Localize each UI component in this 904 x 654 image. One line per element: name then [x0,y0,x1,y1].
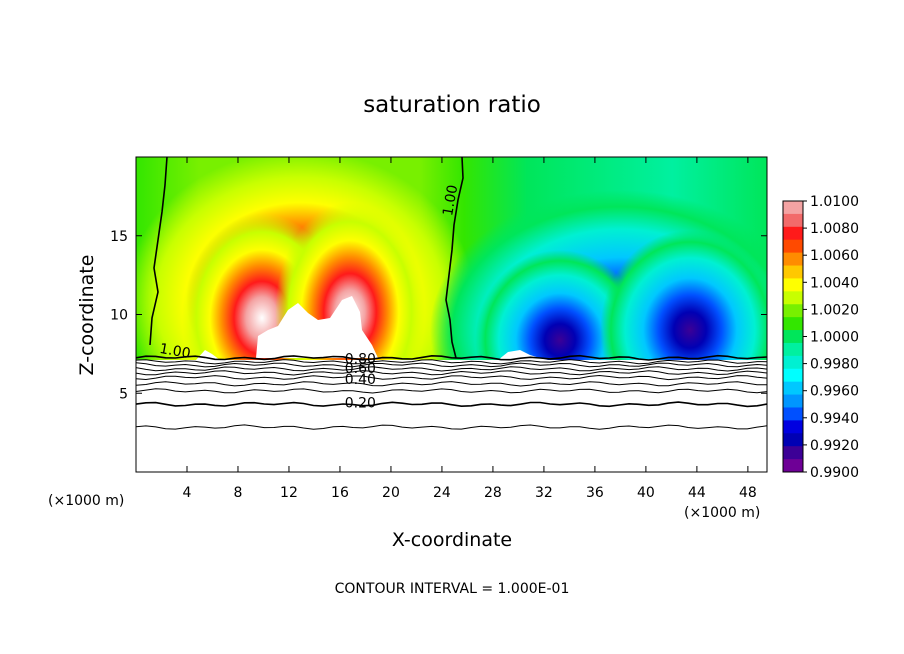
colorbar-swatch [783,304,803,318]
colorbar-swatch [783,433,803,447]
x-tick-label: 48 [739,485,757,501]
colorbar-label: 0.9900 [810,465,859,481]
colorbar-swatch [783,342,803,357]
colorbar-label: 1.0020 [810,302,859,318]
contour-label: 0.60 [345,361,376,377]
colorbar-swatch [783,394,803,408]
colorbar-label: 0.9940 [810,411,859,427]
colorbar-swatch [783,355,803,370]
x-axis-label: X-coordinate [392,529,512,551]
colorbar-label: 0.9920 [810,438,859,454]
x-tick-label: 20 [382,485,400,501]
colorbar-swatch [783,291,803,305]
x-tick-label: 44 [688,485,706,501]
plot-area [136,157,767,472]
y-axis-label: Z-coordinate [76,255,98,376]
chart-title: saturation ratio [363,92,541,118]
x-tick-label: 36 [586,485,604,501]
contour-line [136,424,767,430]
colorbar-swatch [783,446,803,460]
y-tick-label: 5 [119,386,128,402]
cool-blob [600,230,767,360]
colorbar-swatch [783,317,803,331]
x-tick-label: 32 [535,485,553,501]
colorbar-swatch [783,420,803,434]
colorbar-label: 1.0080 [810,221,859,237]
x-unit-right: (×1000 m) [684,505,760,521]
x-tick-label: 4 [183,485,192,501]
contour-label: 0.40 [345,372,376,388]
x-tick-label: 24 [433,485,451,501]
contour-interval-note: CONTOUR INTERVAL = 1.000E-01 [335,581,570,597]
contour-line [136,354,767,361]
colorbar-swatch [783,252,803,267]
colorbar-swatch [783,368,803,383]
contour-line [136,362,767,368]
colorbar-swatch [783,381,803,396]
contour-label: 1.00 [158,341,191,362]
white-cloud-gap [256,296,378,358]
contour-label: 0.20 [345,395,376,411]
colorbar-label: 1.0060 [810,248,859,264]
contour-labels: 1.00 1.00 0.800.600.40 0.20 [158,184,461,412]
x-tick-label: 16 [331,485,349,501]
contour-line [149,157,168,346]
colorbar-swatch [783,226,803,241]
colorbar-swatch [783,265,803,279]
colorbar-swatch [783,407,803,421]
x-unit-left: (×1000 m) [48,493,124,509]
contour-label: 1.00 [440,184,461,217]
colorbar-label: 0.9960 [810,384,859,400]
contour-line [136,401,767,408]
contour-line [445,157,464,359]
contour-label: 0.80 [345,351,376,367]
colorbar-label: 1.0000 [810,330,859,346]
colorbar-swatch [783,278,803,292]
y-tick-label: 15 [110,229,128,245]
field-upper [136,157,767,360]
colorbar-swatch [783,213,803,228]
y-tick-label: 10 [110,308,128,324]
colorbar-label: 1.0100 [810,194,859,210]
colorbar-swatch [783,330,803,344]
colorbar-label: 0.9980 [810,357,859,373]
contour-line [136,366,767,372]
colorbar-swatch [783,459,803,473]
x-tick-label: 12 [280,485,298,501]
contour-line [136,359,767,365]
contour-line [136,381,767,387]
x-tick-label: 40 [637,485,655,501]
contour-line [136,388,767,394]
colorbar-swatch [783,201,803,215]
x-tick-label: 8 [234,485,243,501]
lower-contours [136,354,767,430]
contour-line [136,370,767,376]
colorbar-swatch [783,239,803,254]
contour-line [136,374,767,381]
x-tick-label: 28 [484,485,502,501]
colorbar: 1.0100 1.0080 1.0060 1.0040 1.0020 1.0000 0.99… [782,194,859,481]
colorbar-label: 1.0040 [810,275,859,291]
